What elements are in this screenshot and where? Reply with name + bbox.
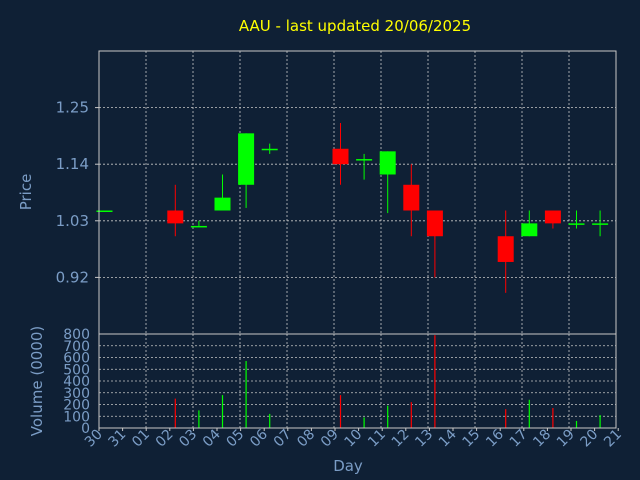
- volume-panel-frame: [98, 333, 617, 429]
- candle-06: [261, 143, 278, 154]
- candle-11: [379, 151, 396, 214]
- x-axis-label: Day: [333, 457, 363, 475]
- candles: [96, 123, 609, 293]
- price-axis-label: Price: [17, 174, 35, 211]
- candle-body: [356, 159, 373, 161]
- candle-body: [403, 184, 420, 211]
- volume-axis-label: Volume (0000): [28, 326, 46, 436]
- price-gridlines: [99, 51, 616, 334]
- candle-17: [521, 210, 538, 237]
- candle-body: [238, 133, 255, 185]
- candle-body: [521, 223, 538, 237]
- candle-body: [592, 223, 609, 225]
- price-tick-label: 0.92: [56, 268, 89, 286]
- volume-tick-label: 700: [63, 339, 90, 355]
- candle-13: [426, 210, 443, 278]
- candle-body: [214, 197, 231, 211]
- candle-body: [261, 148, 278, 151]
- candle-body: [96, 210, 113, 213]
- volume-tick-label: 500: [63, 362, 90, 378]
- candle-18: [544, 210, 561, 229]
- candle-body: [332, 148, 349, 165]
- volume-tick-label: 0: [81, 421, 90, 437]
- candle-30: [96, 210, 113, 213]
- candle-body: [167, 210, 184, 224]
- candle-body: [426, 210, 443, 237]
- x-tick-labels: 30 31 01 02 03 04 05 06 07 08 09 10 11 12 13 14 15 16 17 18…: [82, 426, 625, 450]
- chart-title: AAU - last updated 20/06/2025: [239, 17, 471, 35]
- price-tick-label: 1.03: [56, 212, 89, 230]
- candle-body: [497, 236, 514, 262]
- candle-body: [568, 223, 585, 225]
- candle-04: [214, 174, 231, 211]
- price-tick-label: 1.14: [56, 155, 89, 173]
- candle-body: [379, 151, 396, 175]
- volume-tick-label: 300: [63, 386, 90, 402]
- volume-tick-label: 400: [63, 374, 90, 390]
- volume-tick-label: 600: [63, 351, 90, 367]
- volume-tick-label: 200: [63, 398, 90, 414]
- candle-09: [332, 123, 349, 185]
- candle-19: [568, 210, 585, 229]
- candle-03: [190, 220, 207, 228]
- price-tick-labels: 0.92 1.03 1.14 1.25: [56, 99, 99, 286]
- price-tick-label: 1.25: [56, 99, 89, 117]
- candle-05: [238, 133, 255, 208]
- candle-10: [356, 153, 373, 180]
- candle-02: [167, 184, 184, 237]
- candle-body: [544, 210, 561, 224]
- volume-tick-label: 800: [63, 327, 90, 343]
- volume-bars: [174, 335, 601, 428]
- candle-body: [190, 225, 207, 228]
- volume-tick-label: 100: [63, 409, 90, 425]
- candle-12: [403, 164, 420, 237]
- candle-16: [497, 210, 514, 293]
- candle-20: [592, 210, 609, 237]
